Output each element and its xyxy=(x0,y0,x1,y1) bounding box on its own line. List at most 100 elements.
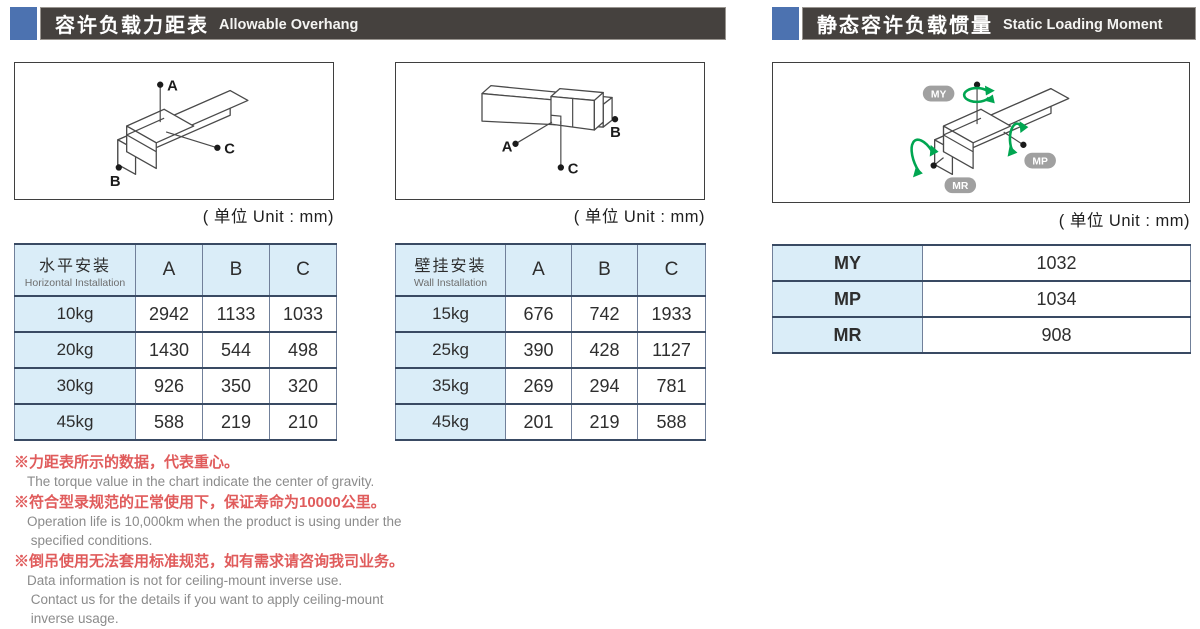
column-header-b: B xyxy=(202,243,270,297)
table-row: MY 1032 xyxy=(772,244,1191,282)
cell: 219 xyxy=(571,403,638,441)
cell: 294 xyxy=(571,367,638,405)
header-label-en: Horizontal Installation xyxy=(24,276,126,289)
table-row: 45kg 201 219 588 xyxy=(395,403,706,441)
header-label-en: Wall Installation xyxy=(413,276,488,289)
column-header-a: A xyxy=(135,243,203,297)
point-b: B xyxy=(110,164,122,190)
cell: 1133 xyxy=(202,295,270,333)
load-cell: 45kg xyxy=(395,403,506,441)
point-a-label: A xyxy=(167,79,178,95)
mp-badge-label: MP xyxy=(1032,157,1048,168)
cell: 588 xyxy=(135,403,203,441)
cell: 219 xyxy=(202,403,270,441)
cell: 210 xyxy=(269,403,337,441)
section-title-en: Allowable Overhang xyxy=(219,16,359,33)
cell: 1127 xyxy=(637,331,706,369)
table-header-row: 水平安装 Horizontal Installation A B C xyxy=(14,243,337,297)
footnote-cn: ※倒吊使用无法套用标准规范，如有需求请咨询我司业务。 xyxy=(14,553,405,570)
cell: 428 xyxy=(571,331,638,369)
column-header-a: A xyxy=(505,243,572,297)
table-row: 15kg 676 742 1933 xyxy=(395,295,706,333)
cell: 350 xyxy=(202,367,270,405)
section-title-en: Static Loading Moment xyxy=(1003,16,1163,33)
load-cell: 20kg xyxy=(14,331,136,369)
point-a-label: A xyxy=(502,140,513,156)
column-header-c: C xyxy=(637,243,706,297)
footnote-en: Operation life is 10,000km when the prod… xyxy=(27,514,402,548)
point-c-label: C xyxy=(224,142,235,158)
table-row: 25kg 390 428 1127 xyxy=(395,331,706,369)
moment-label-cell: MR xyxy=(772,316,923,354)
section-header-allowable-overhang: 容许负载力距表 Allowable Overhang xyxy=(10,7,726,40)
column-header-b: B xyxy=(571,243,638,297)
installation-type-header: 水平安装 Horizontal Installation xyxy=(14,243,136,297)
horizontal-installation-diagram: A B C xyxy=(14,62,334,200)
unit-label: ( 单位 Unit : mm) xyxy=(1058,212,1190,230)
load-cell: 25kg xyxy=(395,331,506,369)
installation-type-header: 壁挂安装 Wall Installation xyxy=(395,243,506,297)
mp-badge xyxy=(1024,152,1056,169)
cell: 676 xyxy=(505,295,572,333)
moment-label-cell: MY xyxy=(772,244,923,282)
table-row: MR 908 xyxy=(772,316,1191,354)
cell: 2942 xyxy=(135,295,203,333)
point-b: B xyxy=(610,116,621,141)
footnote-cn: ※力距表所示的数据，代表重心。 xyxy=(14,454,240,471)
carriage-body xyxy=(126,108,195,170)
point-b-label: B xyxy=(610,125,621,141)
static-moment-diagram: MY MP MR xyxy=(772,62,1190,203)
static-moment-table: MY 1032 MP 1034 MR 908 xyxy=(772,244,1191,354)
point-c: C xyxy=(165,131,235,158)
wall-installation-diagram: A B C xyxy=(395,62,705,200)
load-cell: 35kg xyxy=(395,367,506,405)
header-label-cn: 壁挂安装 xyxy=(414,257,487,275)
cell: 544 xyxy=(202,331,270,369)
my-badge xyxy=(922,85,955,102)
header-label-cn: 水平安装 xyxy=(38,257,111,275)
carriage-body xyxy=(550,87,604,131)
load-cell: 10kg xyxy=(14,295,136,333)
cell: 390 xyxy=(505,331,572,369)
footnote-cn: ※符合型录规范的正常使用下，保证寿命为10000公里。 xyxy=(14,494,386,511)
table-row: 45kg 588 219 210 xyxy=(14,403,337,441)
table-row: 30kg 926 350 320 xyxy=(14,367,337,405)
rail-side-drawing: A B C xyxy=(481,85,621,177)
moment-mr: MR xyxy=(910,138,977,194)
cell: 1032 xyxy=(922,244,1191,282)
cell: 1933 xyxy=(637,295,706,333)
cell: 926 xyxy=(135,367,203,405)
header-bar: 容许负载力距表 Allowable Overhang xyxy=(40,7,726,40)
section-header-static-loading-moment: 静态容许负载惯量 Static Loading Moment xyxy=(772,7,1196,40)
rail-isometric-drawing: A B C xyxy=(110,79,249,190)
cell: 781 xyxy=(637,367,706,405)
point-b-label: B xyxy=(110,174,121,190)
point-a: A xyxy=(502,121,553,156)
table-row: 10kg 2942 1133 1033 xyxy=(14,295,337,333)
moment-my: MY xyxy=(922,81,995,125)
point-a: A xyxy=(157,79,178,123)
footnotes: ※力距表所示的数据，代表重心。 The torque value in the … xyxy=(14,451,494,628)
column-header-c: C xyxy=(269,243,337,297)
table-row: 35kg 269 294 781 xyxy=(395,367,706,405)
unit-label: ( 单位 Unit : mm) xyxy=(573,208,705,226)
cell: 498 xyxy=(269,331,337,369)
load-cell: 45kg xyxy=(14,403,136,441)
my-badge-label: MY xyxy=(931,90,947,101)
cell: 1033 xyxy=(269,295,337,333)
table-row: MP 1034 xyxy=(772,280,1191,318)
cell: 1430 xyxy=(135,331,203,369)
table-header-row: 壁挂安装 Wall Installation A B C xyxy=(395,243,706,297)
point-c-label: C xyxy=(568,161,579,177)
cell: 588 xyxy=(637,403,706,441)
moment-label-cell: MP xyxy=(772,280,923,318)
cell: 320 xyxy=(269,367,337,405)
accent-square xyxy=(10,7,37,40)
cell: 269 xyxy=(505,367,572,405)
load-cell: 15kg xyxy=(395,295,506,333)
mr-badge xyxy=(944,177,977,194)
cell: 1034 xyxy=(922,280,1191,318)
unit-label: ( 单位 Unit : mm) xyxy=(202,208,334,226)
footnote-en: Data information is not for ceiling-moun… xyxy=(27,573,384,626)
